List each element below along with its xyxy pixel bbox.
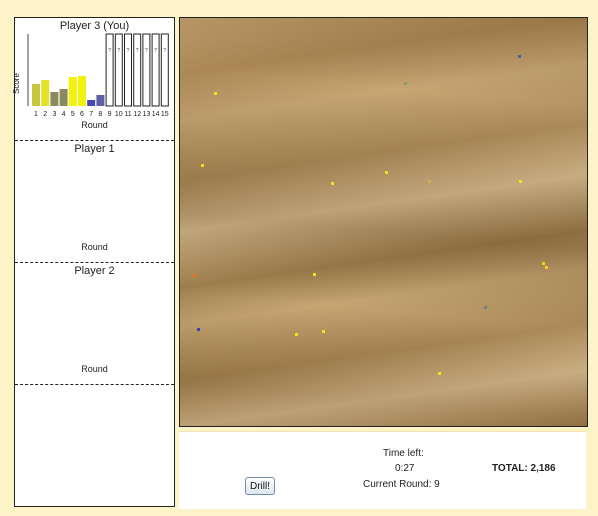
round-tick-13: 13: [143, 111, 151, 118]
round-tick-1: 1: [34, 111, 38, 118]
info-panel: Time left: 0:27 Current Round: 9 TOTAL: …: [179, 431, 586, 509]
future-round-mark-12: ?: [136, 48, 139, 54]
field-marker: [519, 180, 522, 183]
future-round-box-9: [105, 33, 114, 107]
field-marker: [438, 372, 441, 375]
round-tick-3: 3: [52, 111, 56, 118]
drilling-field[interactable]: [179, 17, 588, 427]
field-marker: [313, 273, 316, 276]
round-tick-9: 9: [108, 111, 112, 118]
future-round-box-11: [124, 33, 132, 107]
round-tick-6: 6: [80, 111, 84, 118]
round-tick-11: 11: [124, 111, 131, 118]
field-marker: [518, 55, 521, 58]
future-round-mark-13: ?: [145, 48, 148, 54]
player-2-round-label: Round: [81, 364, 108, 374]
player-1-title: Player 1: [74, 143, 115, 155]
field-marker: [542, 262, 545, 265]
score-bar-round-4: [59, 89, 68, 106]
field-marker: [385, 171, 388, 174]
score-chart: 1 2 3 4 5 6 7 8?9?10?11?12?13?14?15: [27, 33, 169, 118]
score-bar-round-8: [96, 95, 105, 106]
score-bar-round-1: [32, 84, 40, 106]
field-marker: [201, 164, 204, 167]
player-3-title: Player 3 (You): [59, 20, 130, 32]
score-bar-round-5: [68, 77, 77, 106]
field-marker: [428, 180, 431, 183]
player-1-round-label: Round: [81, 242, 108, 252]
future-round-mark-9: ?: [108, 48, 111, 54]
round-tick-10: 10: [115, 111, 123, 118]
score-bar-round-2: [41, 80, 50, 106]
round-tick-4: 4: [62, 111, 66, 118]
field-marker: [484, 306, 487, 309]
field-marker: [545, 266, 548, 269]
round-tick-7: 7: [89, 111, 93, 118]
round-tick-12: 12: [133, 111, 141, 118]
future-round-box-10: [114, 33, 123, 107]
future-round-mark-14: ?: [154, 48, 157, 54]
time-left-value: 0:27: [395, 463, 415, 474]
round-tick-15: 15: [161, 111, 169, 118]
future-round-mark-10: ?: [117, 48, 120, 54]
round-tick-2: 2: [43, 111, 47, 118]
player-2-title: Player 2: [74, 265, 115, 277]
future-round-box-14: [151, 33, 160, 107]
score-bar-round-3: [50, 92, 59, 106]
total-score: TOTAL: 2,186: [492, 463, 556, 474]
player-1-panel: Player 1 Round: [15, 141, 174, 263]
drill-button[interactable]: Drill!: [245, 477, 275, 495]
future-round-mark-15: ?: [163, 48, 166, 54]
future-round-box-13: [142, 33, 151, 107]
round-tick-8: 8: [98, 111, 102, 118]
field-marker: [295, 333, 298, 336]
player-3-panel: Player 3 (You) Score 1 2 3 4 5 6 7 8? 9? 10? 11? 12…: [12, 18, 174, 141]
field-marker: [322, 330, 325, 333]
field-marker: [197, 328, 200, 331]
player-2-panel: Player 2 Round: [15, 263, 174, 385]
field-marker: [331, 182, 334, 185]
round-tick-14: 14: [152, 111, 160, 118]
future-round-mark-11: ?: [127, 48, 130, 54]
field-marker: [404, 82, 407, 85]
future-round-box-15: [160, 33, 169, 107]
round-axis-label: Round: [81, 120, 108, 130]
time-left-label: Time left:: [383, 448, 424, 459]
round-tick-5: 5: [71, 111, 75, 118]
players-panel: Player 3 (You) Score 1 2 3 4 5 6 7 8? 9? 10? 11? 12…: [12, 17, 175, 507]
field-marker: [193, 274, 196, 277]
score-bar-round-7: [87, 100, 96, 106]
future-round-box-12: [133, 33, 142, 107]
field-marker: [214, 92, 217, 95]
current-round: Current Round: 9: [363, 479, 440, 490]
score-bar-round-6: [78, 76, 86, 106]
